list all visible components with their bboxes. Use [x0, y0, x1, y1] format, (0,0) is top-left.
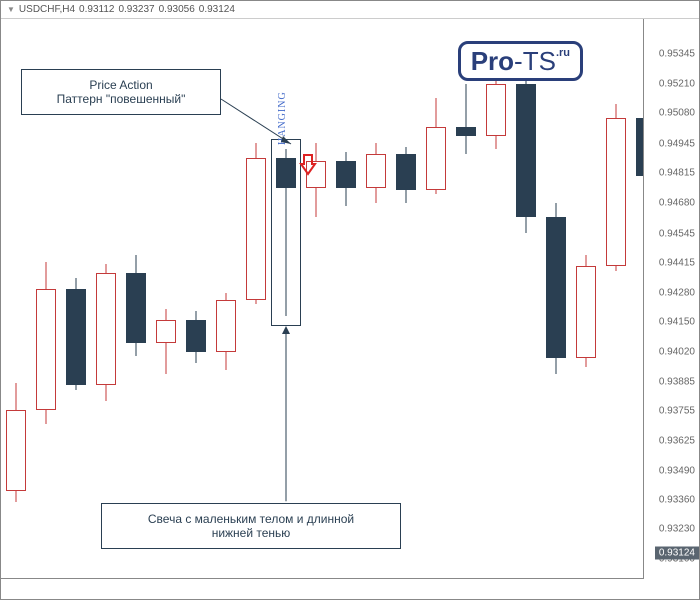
annotation-top-box: Price Action Паттерн "повешенный"	[21, 69, 221, 115]
candle	[366, 19, 386, 579]
y-tick: 0.94150	[659, 317, 695, 328]
watermark-logo: Pro-TS.ru	[458, 41, 583, 81]
candle	[546, 19, 566, 579]
ohlc-1: 0.93237	[118, 4, 154, 15]
y-tick: 0.94280	[659, 288, 695, 299]
x-axis-border	[1, 578, 644, 579]
y-tick: 0.93360	[659, 495, 695, 506]
y-axis: 0.95345 0.95210 0.95080 0.94945 0.94815 0.946…	[644, 19, 699, 579]
y-tick: 0.93755	[659, 406, 695, 417]
y-tick: 0.94020	[659, 346, 695, 357]
y-tick: 0.93885	[659, 377, 695, 388]
candle	[336, 19, 356, 579]
y-tick: 0.94815	[659, 167, 695, 178]
ohlc-0: 0.93112	[79, 4, 114, 15]
ohlc-3: 0.93124	[199, 4, 235, 15]
candle	[606, 19, 626, 579]
candle	[486, 19, 506, 579]
candle	[636, 19, 644, 579]
current-price-marker: 0.93124	[655, 547, 699, 560]
y-tick: 0.94545	[659, 228, 695, 239]
bottom-box-text: Свеча с маленьким телом и длинной нижней…	[110, 512, 392, 540]
chart-plot-area[interactable]: Pro-TS.ru HANGING Price Action Паттерн "…	[1, 19, 644, 579]
y-tick: 0.93490	[659, 465, 695, 476]
top-box-line2: Паттерн "повешенный"	[30, 92, 212, 106]
y-tick: 0.94945	[659, 138, 695, 149]
annotation-bottom-box: Свеча с маленьким телом и длинной нижней…	[101, 503, 401, 549]
symbol-label: USDCHF,H4	[19, 4, 75, 15]
candle	[516, 19, 536, 579]
y-tick: 0.95080	[659, 108, 695, 119]
chart-header: ▼ USDCHF,H4 0.93112 0.93237 0.93056 0.93…	[1, 1, 699, 19]
candle	[426, 19, 446, 579]
candle	[456, 19, 476, 579]
chart-window: ▼ USDCHF,H4 0.93112 0.93237 0.93056 0.93…	[0, 0, 700, 600]
pattern-highlight-box	[271, 139, 301, 325]
down-arrow-icon	[301, 154, 319, 178]
annotation-arrow-bottom	[286, 326, 296, 511]
top-box-line1: Price Action	[30, 78, 212, 92]
dropdown-icon[interactable]: ▼	[7, 5, 15, 14]
y-tick: 0.93230	[659, 524, 695, 535]
ohlc-2: 0.93056	[159, 4, 195, 15]
y-tick: 0.94415	[659, 257, 695, 268]
y-tick: 0.95345	[659, 48, 695, 59]
y-tick: 0.95210	[659, 79, 695, 90]
candle	[396, 19, 416, 579]
annotation-arrow-top	[221, 89, 311, 139]
y-tick: 0.93625	[659, 435, 695, 446]
y-tick: 0.94680	[659, 198, 695, 209]
candle	[576, 19, 596, 579]
